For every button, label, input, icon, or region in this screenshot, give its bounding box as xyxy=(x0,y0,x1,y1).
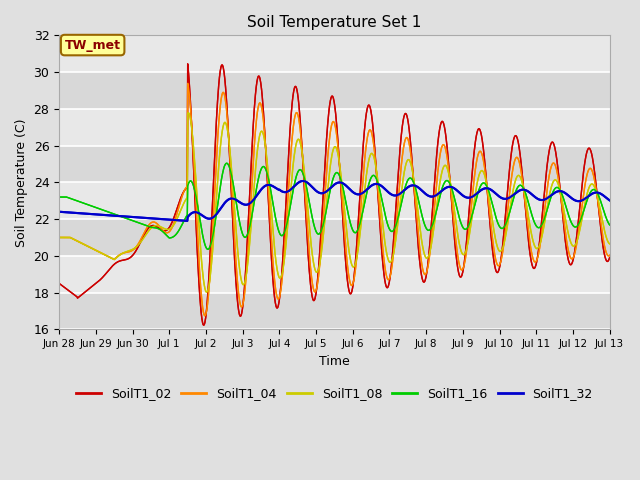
Legend: SoilT1_02, SoilT1_04, SoilT1_08, SoilT1_16, SoilT1_32: SoilT1_02, SoilT1_04, SoilT1_08, SoilT1_… xyxy=(71,383,598,406)
SoilT1_02 xyxy=(184,61,191,67)
SoilT1_32 xyxy=(184,218,191,224)
SoilT1_02 xyxy=(55,280,63,286)
SoilT1_32 xyxy=(606,197,614,203)
Line: SoilT1_04: SoilT1_04 xyxy=(59,84,610,316)
SoilT1_08 xyxy=(493,240,500,246)
SoilT1_02 xyxy=(178,193,186,199)
Line: SoilT1_16: SoilT1_16 xyxy=(59,163,610,249)
SoilT1_08 xyxy=(178,205,186,211)
SoilT1_08 xyxy=(606,241,614,247)
Bar xyxy=(59,219,610,256)
SoilT1_32 xyxy=(164,216,172,222)
SoilT1_16 xyxy=(493,216,500,222)
Bar xyxy=(59,72,610,109)
SoilT1_02 xyxy=(493,269,500,275)
SoilT1_04 xyxy=(541,204,549,209)
SoilT1_02 xyxy=(200,322,207,328)
SoilT1_04 xyxy=(184,81,191,86)
SoilT1_04 xyxy=(55,235,63,240)
SoilT1_16 xyxy=(606,222,614,228)
SoilT1_04 xyxy=(606,252,614,258)
Y-axis label: Soil Temperature (C): Soil Temperature (C) xyxy=(15,118,28,247)
Line: SoilT1_02: SoilT1_02 xyxy=(59,64,610,325)
SoilT1_32 xyxy=(299,178,307,184)
Line: SoilT1_32: SoilT1_32 xyxy=(59,181,610,221)
SoilT1_32 xyxy=(240,202,248,207)
X-axis label: Time: Time xyxy=(319,355,350,368)
SoilT1_32 xyxy=(55,209,63,215)
Bar xyxy=(59,182,610,219)
SoilT1_08 xyxy=(184,110,192,116)
SoilT1_04 xyxy=(420,271,428,277)
SoilT1_08 xyxy=(240,281,248,287)
Bar xyxy=(59,36,610,72)
SoilT1_16 xyxy=(420,221,428,227)
SoilT1_16 xyxy=(240,234,248,240)
Text: TW_met: TW_met xyxy=(65,38,121,51)
SoilT1_16 xyxy=(55,194,63,200)
SoilT1_32 xyxy=(493,191,500,197)
SoilT1_16 xyxy=(204,246,212,252)
SoilT1_02 xyxy=(606,255,614,261)
SoilT1_02 xyxy=(541,182,549,188)
Bar xyxy=(59,109,610,145)
SoilT1_08 xyxy=(203,289,211,295)
SoilT1_04 xyxy=(201,313,209,319)
SoilT1_08 xyxy=(541,217,549,223)
SoilT1_04 xyxy=(178,195,186,201)
SoilT1_02 xyxy=(164,226,172,232)
Bar xyxy=(59,293,610,329)
SoilT1_08 xyxy=(55,235,63,240)
SoilT1_32 xyxy=(541,196,549,202)
SoilT1_02 xyxy=(420,279,428,285)
SoilT1_16 xyxy=(223,160,230,166)
Bar xyxy=(59,256,610,293)
SoilT1_04 xyxy=(493,259,500,265)
SoilT1_04 xyxy=(240,296,248,301)
Title: Soil Temperature Set 1: Soil Temperature Set 1 xyxy=(247,15,422,30)
SoilT1_02 xyxy=(240,292,248,298)
Bar xyxy=(59,145,610,182)
Line: SoilT1_08: SoilT1_08 xyxy=(59,113,610,292)
SoilT1_16 xyxy=(164,234,172,240)
SoilT1_16 xyxy=(178,223,186,228)
SoilT1_08 xyxy=(420,252,428,257)
SoilT1_16 xyxy=(541,214,549,220)
SoilT1_32 xyxy=(420,190,428,196)
SoilT1_32 xyxy=(178,217,186,223)
SoilT1_08 xyxy=(164,227,172,232)
SoilT1_04 xyxy=(164,229,172,235)
